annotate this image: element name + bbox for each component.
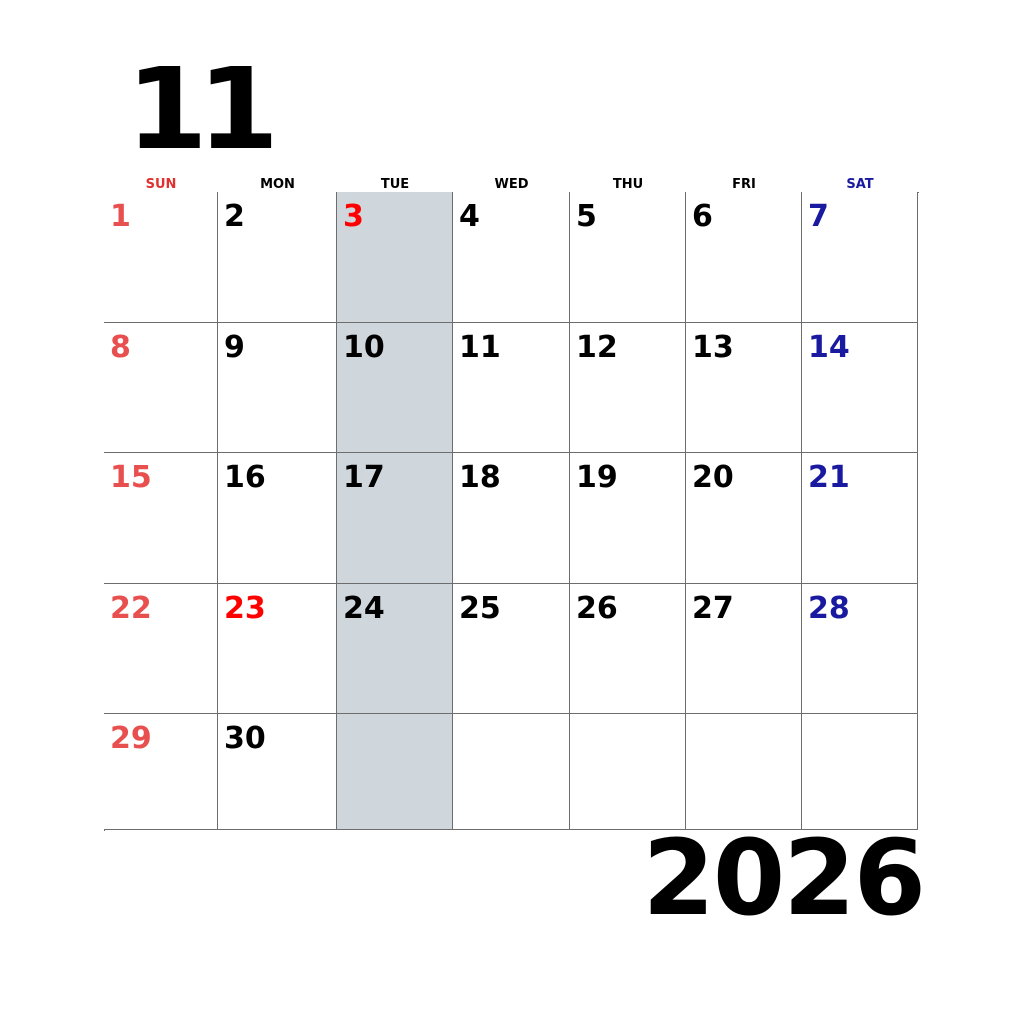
day-cell[interactable]: 14 (802, 323, 918, 453)
weekday-header-fri: FRI (732, 177, 756, 192)
day-cell[interactable]: 2 (218, 192, 337, 323)
day-number: 5 (576, 199, 597, 234)
day-number: 12 (576, 330, 618, 365)
day-number: 16 (224, 460, 266, 495)
day-number: 1 (110, 199, 131, 234)
day-number: 11 (459, 330, 501, 365)
weekday-header-wed: WED (494, 177, 529, 192)
day-number: 3 (343, 199, 364, 234)
weekday-header-thu: THU (612, 177, 644, 192)
calendar-grid: 1 2 3 4 5 6 7 8 9 10 11 12 13 14 15 16 17 18 19 20 21 22 23 24 2… (104, 192, 919, 831)
day-number: 14 (808, 330, 850, 365)
day-cell[interactable]: 21 (802, 453, 918, 584)
day-cell[interactable] (453, 714, 570, 830)
day-number: 18 (459, 460, 501, 495)
day-number: 30 (224, 721, 266, 756)
day-cell[interactable]: 10 (337, 323, 453, 453)
day-cell[interactable]: 28 (802, 584, 918, 714)
day-cell[interactable]: 17 (337, 453, 453, 584)
day-number: 29 (110, 721, 152, 756)
day-cell[interactable]: 25 (453, 584, 570, 714)
weekday-header-mon: MON (260, 177, 295, 192)
day-cell[interactable]: 18 (453, 453, 570, 584)
weekday-header-tue: TUE (380, 177, 410, 192)
day-number: 4 (459, 199, 480, 234)
day-number: 2 (224, 199, 245, 234)
day-cell[interactable]: 20 (686, 453, 802, 584)
day-cell[interactable]: 9 (218, 323, 337, 453)
day-number: 27 (692, 591, 734, 626)
day-cell[interactable]: 13 (686, 323, 802, 453)
day-cell[interactable] (686, 714, 802, 830)
day-cell[interactable]: 19 (570, 453, 686, 584)
day-cell[interactable]: 4 (453, 192, 570, 323)
day-cell[interactable]: 26 (570, 584, 686, 714)
day-cell[interactable]: 24 (337, 584, 453, 714)
day-number: 19 (576, 460, 618, 495)
day-number: 25 (459, 591, 501, 626)
day-number: 17 (343, 460, 385, 495)
day-number: 10 (343, 330, 385, 365)
day-cell[interactable]: 15 (104, 453, 218, 584)
day-cell[interactable]: 30 (218, 714, 337, 830)
day-number: 9 (224, 330, 245, 365)
day-cell[interactable]: 11 (453, 323, 570, 453)
day-number: 6 (692, 199, 713, 234)
day-number: 23 (224, 591, 266, 626)
day-cell[interactable] (570, 714, 686, 830)
day-cell[interactable] (802, 714, 918, 830)
day-cell[interactable]: 22 (104, 584, 218, 714)
day-cell[interactable]: 3 (337, 192, 453, 323)
day-cell[interactable]: 5 (570, 192, 686, 323)
day-cell[interactable]: 1 (104, 192, 218, 323)
day-number: 20 (692, 460, 734, 495)
day-cell[interactable]: 16 (218, 453, 337, 584)
day-number: 8 (110, 330, 131, 365)
day-cell[interactable]: 29 (104, 714, 218, 830)
day-number: 15 (110, 460, 152, 495)
day-cell[interactable]: 12 (570, 323, 686, 453)
day-cell[interactable]: 7 (802, 192, 918, 323)
day-cell[interactable]: 23 (218, 584, 337, 714)
day-number: 7 (808, 199, 829, 234)
month-number: 11 (126, 45, 279, 175)
day-number: 22 (110, 591, 152, 626)
year-label: 2026 (642, 817, 926, 939)
day-number: 21 (808, 460, 850, 495)
day-cell[interactable]: 6 (686, 192, 802, 323)
day-cell[interactable] (337, 714, 453, 830)
weekday-header-sun: SUN (145, 177, 177, 192)
day-number: 13 (692, 330, 734, 365)
day-number: 28 (808, 591, 850, 626)
day-number: 26 (576, 591, 618, 626)
weekday-header-sat: SAT (846, 177, 874, 192)
day-number: 24 (343, 591, 385, 626)
day-cell[interactable]: 8 (104, 323, 218, 453)
day-cell[interactable]: 27 (686, 584, 802, 714)
